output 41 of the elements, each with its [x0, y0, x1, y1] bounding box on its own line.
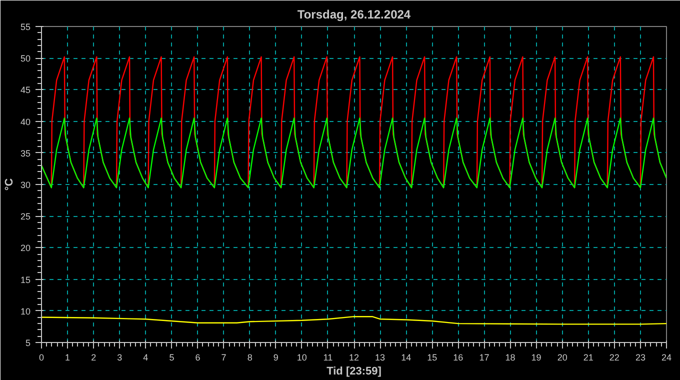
- y-tick-label: 40: [20, 116, 31, 127]
- x-axis-title: Tid [23:59]: [326, 366, 382, 378]
- y-tick-label: 20: [20, 243, 31, 254]
- y-tick-label: 5: [25, 338, 31, 348]
- x-tick-label: 18: [505, 352, 516, 362]
- x-tick-label: 13: [375, 352, 386, 362]
- x-tick-label: 21: [583, 352, 594, 362]
- y-tick-label: 25: [20, 212, 31, 222]
- x-tick-label: 10: [296, 352, 307, 362]
- x-tick-label: 5: [169, 352, 174, 362]
- y-tick-label: 30: [20, 180, 31, 190]
- x-tick-label: 14: [401, 352, 412, 362]
- x-tick-label: 0: [38, 352, 44, 362]
- x-tick-label: 12: [348, 352, 360, 362]
- y-tick-label: 45: [20, 85, 31, 96]
- x-tick-label: 23: [635, 352, 646, 362]
- x-tick-label: 11: [323, 352, 333, 362]
- x-tick-label: 17: [479, 352, 490, 362]
- y-tick-label: 10: [20, 306, 31, 316]
- x-tick-label: 24: [661, 352, 672, 362]
- y-tick-label: 50: [20, 54, 31, 64]
- y-tick-label: 55: [20, 22, 31, 32]
- x-tick-label: 2: [91, 352, 96, 362]
- x-tick-label: 4: [143, 352, 148, 362]
- x-tick-label: 6: [195, 352, 200, 362]
- y-tick-label: 35: [20, 148, 31, 158]
- x-tick-label: 22: [609, 352, 620, 362]
- x-tick-label: 19: [531, 352, 542, 362]
- x-tick-label: 15: [427, 352, 438, 362]
- x-tick-label: 7: [221, 352, 226, 362]
- x-tick-label: 16: [453, 352, 464, 362]
- line-series: [42, 316, 666, 325]
- y-axis-title: °C: [3, 178, 16, 191]
- y-tick-label: 15: [20, 274, 31, 285]
- x-tick-label: 9: [273, 352, 278, 362]
- x-tick-label: 3: [117, 352, 122, 362]
- line-series: [42, 118, 666, 188]
- x-tick-label: 8: [247, 352, 252, 362]
- chart-title: Torsdag, 26.12.2024: [297, 8, 411, 22]
- x-tick-label: 20: [557, 352, 568, 362]
- x-tick-label: 1: [65, 352, 70, 362]
